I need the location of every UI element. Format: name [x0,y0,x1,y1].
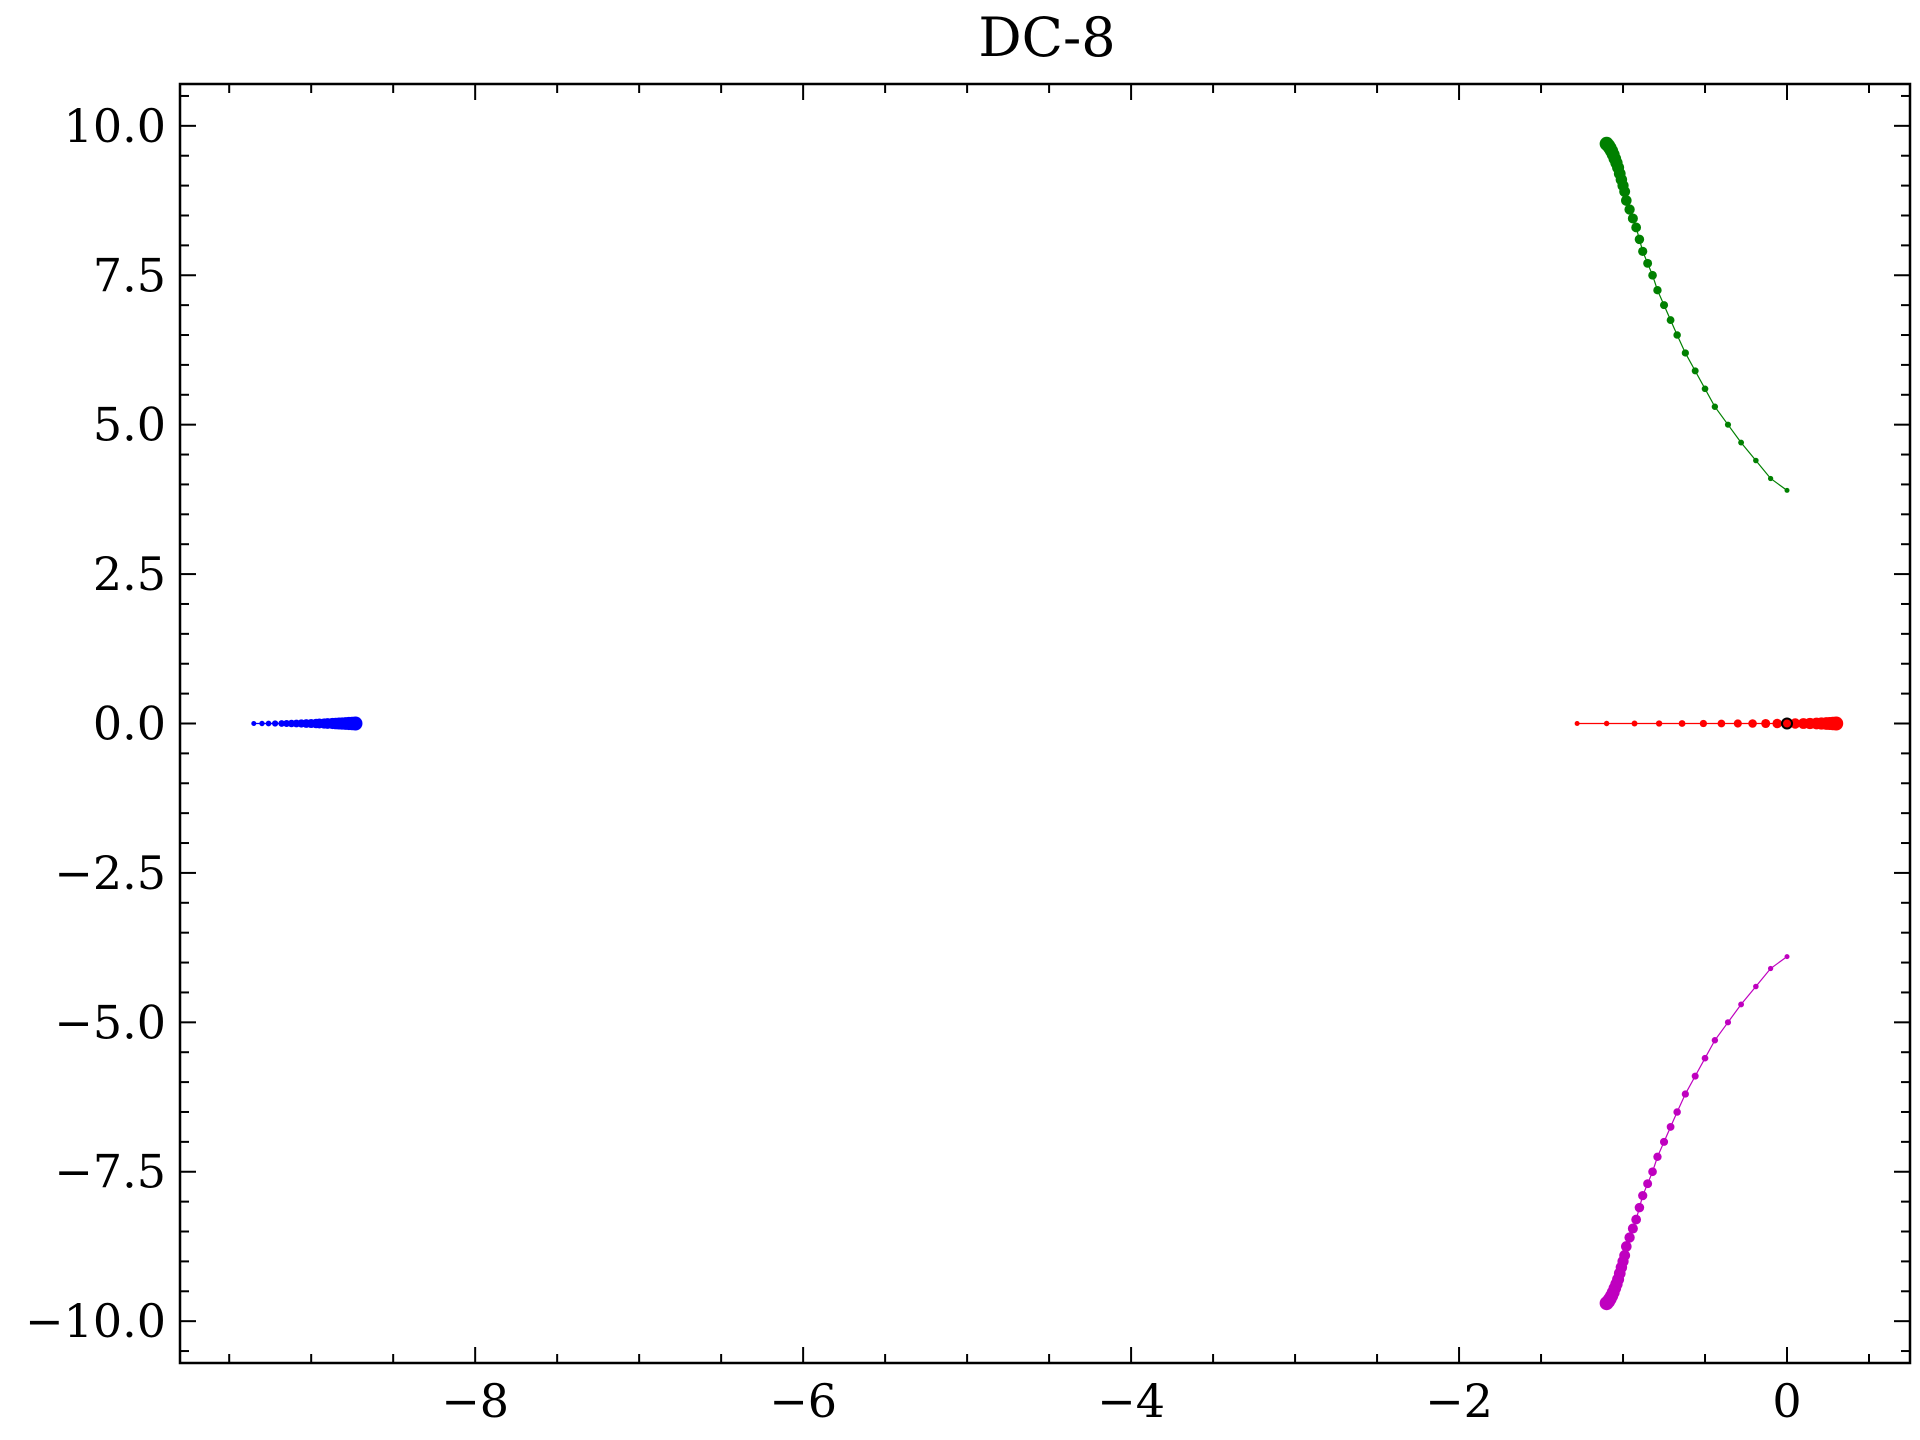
data-point [1711,403,1719,410]
data-point [1631,720,1638,727]
data-point [265,720,272,727]
series-4 [1781,717,1794,730]
series-0 [251,716,363,731]
data-point [1655,720,1663,727]
plot-series [251,136,1844,1311]
y-tick-label: −7.5 [54,1145,166,1199]
y-tick-label: −10.0 [25,1294,166,1348]
data-point [1681,1090,1689,1098]
data-point [1627,213,1638,224]
data-point [1829,716,1844,731]
data-point [1678,720,1686,727]
data-point [1643,1179,1653,1189]
data-point [1621,195,1632,206]
series-1 [1599,136,1790,493]
data-point [1738,1001,1745,1008]
chart-title: DC-8 [978,6,1115,69]
data-point [1784,487,1790,493]
series-line [1606,143,1788,491]
data-point [1631,1214,1642,1225]
y-tick-label: 0.0 [93,697,166,751]
data-point [1574,721,1580,726]
data-point [1673,331,1681,339]
data-point [1701,385,1709,393]
data-point [1624,1232,1635,1243]
series-line [1606,956,1788,1304]
data-point [1634,234,1645,245]
data-point [1701,1054,1709,1062]
data-point [251,721,257,726]
data-point [1699,719,1708,728]
data-point [1753,457,1759,464]
data-point [1772,718,1782,729]
data-point [1666,316,1675,324]
data-point [1753,983,1759,990]
data-point [1681,349,1689,357]
data-point [1653,286,1662,295]
data-point [1738,439,1745,446]
data-point [1653,1152,1662,1161]
data-point [1784,954,1790,960]
data-point [1666,1123,1675,1131]
y-tick-label: 2.5 [93,547,166,601]
data-point [271,720,279,727]
data-point [1648,1167,1657,1177]
data-point [1603,720,1610,727]
y-tick-label: −2.5 [54,846,166,900]
data-point [1782,718,1792,729]
data-point [1767,475,1774,482]
data-point [1631,222,1642,233]
data-point [348,716,363,731]
y-tick-label: 5.0 [93,398,166,452]
data-point [1748,719,1757,728]
data-point [1599,1296,1614,1311]
pole-marker [1781,717,1794,730]
data-point [278,720,285,727]
y-tick-label: −5.0 [54,995,166,1049]
data-point [1627,1223,1638,1234]
data-point [1724,1019,1732,1026]
data-point [1659,301,1669,310]
data-point [1638,246,1648,256]
axes: −8 −6 −4 −2 0 10.0 7.5 5.0 2.5 0.0 −2.5 −5.0 −7.5 −10… [25,82,1912,1428]
x-tick-label: 0 [1772,1374,1801,1428]
y-tick-label: 7.5 [93,248,166,302]
data-point [1599,136,1614,151]
data-point [1643,258,1653,268]
x-tick-label: −2 [1425,1374,1493,1428]
data-point [1621,1241,1632,1252]
data-point [1691,1072,1699,1080]
series-2 [1574,716,1844,731]
data-point [1659,1137,1669,1146]
data-point [1648,270,1657,280]
data-point [1790,718,1801,729]
data-point [1733,719,1742,728]
data-point [1717,719,1726,728]
data-point [1673,1108,1681,1116]
x-tick-label: −8 [441,1374,509,1428]
data-point [1711,1037,1719,1044]
data-point [259,720,265,727]
data-point [1724,421,1732,428]
data-point [1767,965,1774,972]
x-tick-label: −4 [1097,1374,1165,1428]
x-tick-label: −6 [769,1374,837,1428]
y-tick-label: 10.0 [64,99,166,153]
data-point [1691,367,1699,375]
data-point [1624,204,1635,215]
data-point [1634,1202,1645,1213]
data-point [1638,1191,1648,1201]
series-3 [1599,954,1790,1311]
data-point [1761,718,1771,729]
